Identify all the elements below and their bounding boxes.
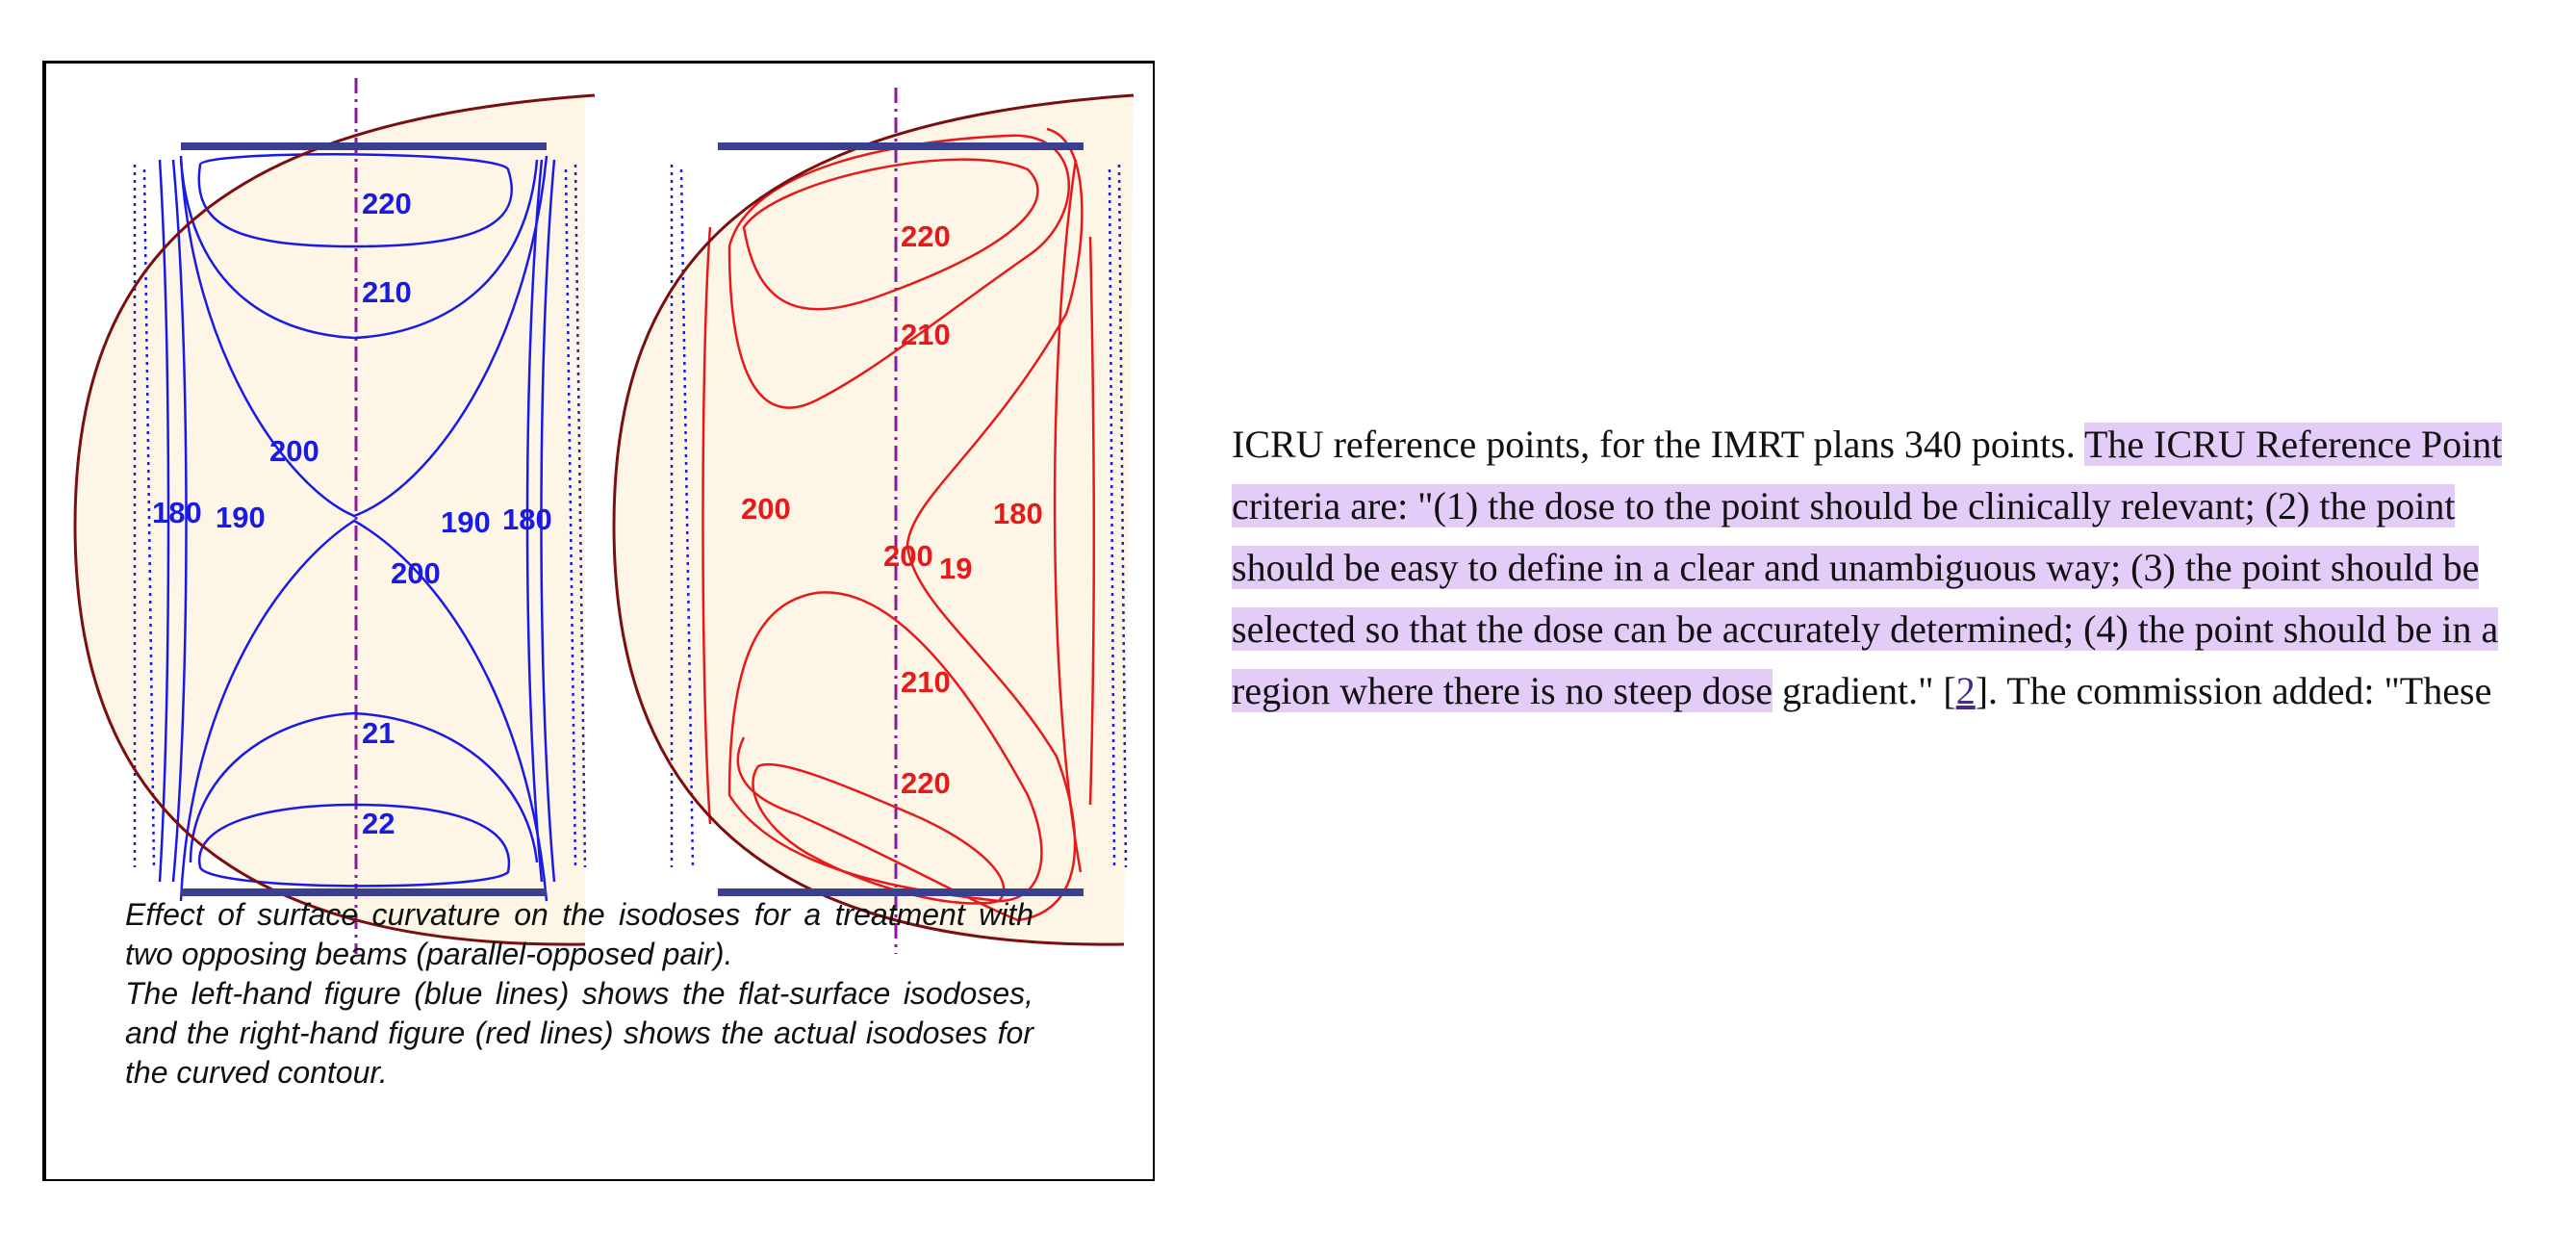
blue-label-190-left: 190 xyxy=(216,501,266,534)
beam-bars xyxy=(181,142,1084,896)
red-label-200-center: 200 xyxy=(883,539,933,573)
central-axes xyxy=(354,78,898,954)
left-contour-fill xyxy=(75,95,595,945)
red-label-200-left: 200 xyxy=(741,492,791,526)
blue-label-190-right: 190 xyxy=(441,505,491,539)
article-text: ICRU reference points, for the IMRT plan… xyxy=(1232,414,2564,722)
isodose-figure: 220 210 200 180 190 190 180 200 21 22 22… xyxy=(42,61,1155,1181)
patient-contours xyxy=(73,93,1135,946)
red-label-19: 19 xyxy=(939,552,972,585)
blue-label-22: 22 xyxy=(362,807,395,840)
blue-label-200-bottom: 200 xyxy=(391,556,441,590)
isodose-diagram: 220 210 200 180 190 190 180 200 21 22 22… xyxy=(73,78,1135,954)
caption-line-1: Effect of surface curvature on the isodo… xyxy=(125,897,1033,971)
blue-label-180-right: 180 xyxy=(502,502,552,536)
red-label-220-top: 220 xyxy=(901,219,951,253)
blue-label-21: 21 xyxy=(362,716,395,750)
blue-label-210: 210 xyxy=(362,275,412,309)
red-isodoses xyxy=(701,127,1095,922)
red-label-210-top: 210 xyxy=(901,318,951,351)
text-before: ICRU reference points, for the IMRT plan… xyxy=(1232,423,2084,466)
text-after-1: gradient." [ xyxy=(1773,669,1956,712)
figure-caption: Effect of surface curvature on the isodo… xyxy=(125,895,1033,1093)
reference-link[interactable]: 2 xyxy=(1955,669,1976,712)
red-label-180: 180 xyxy=(993,497,1043,530)
blue-label-180-left: 180 xyxy=(152,496,202,529)
caption-line-2: The left-hand figure (blue lines) shows … xyxy=(125,976,1033,1090)
blue-label-200-top: 200 xyxy=(269,434,319,468)
red-labels: 220 210 200 180 200 19 210 220 xyxy=(741,219,1043,800)
red-label-210-bottom: 210 xyxy=(901,665,951,699)
right-contour-fill xyxy=(614,95,1134,945)
red-label-220-bottom: 220 xyxy=(901,766,951,800)
blue-label-220: 220 xyxy=(362,187,412,220)
blue-labels: 220 210 200 180 190 190 180 200 21 22 xyxy=(152,187,552,840)
text-after-2: ]. The commission added: "These xyxy=(1975,669,2492,712)
beam-edges xyxy=(133,164,1128,868)
